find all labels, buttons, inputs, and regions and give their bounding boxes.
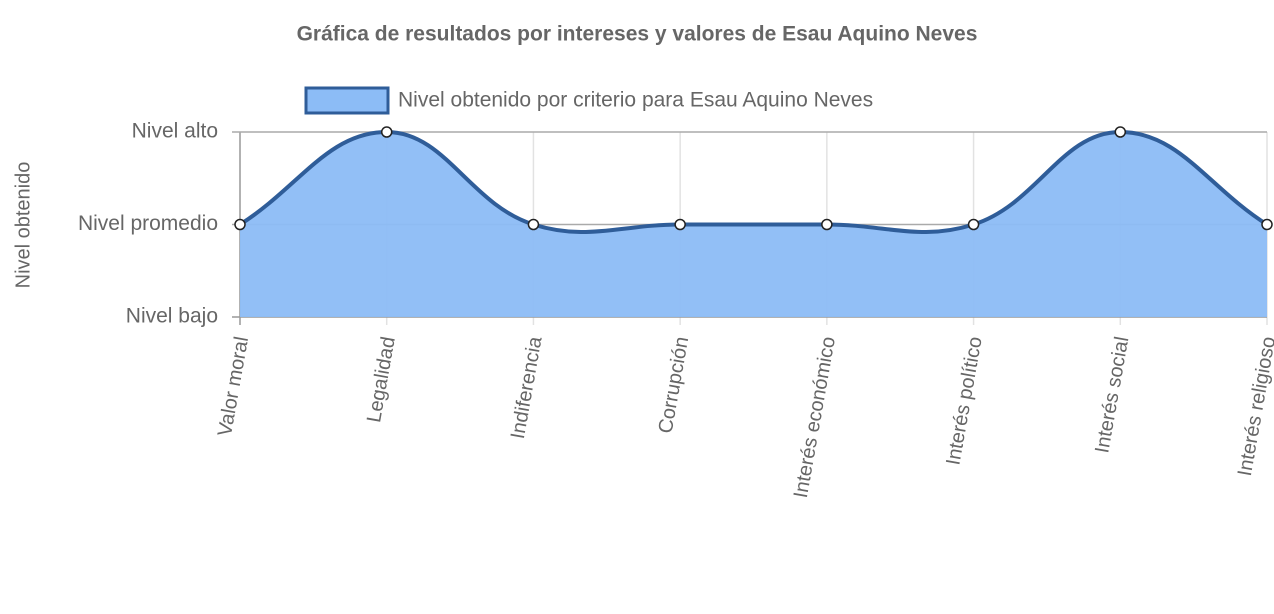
x-tick-label: Legalidad bbox=[363, 335, 400, 424]
chart-title: Gráfica de resultados por intereses y va… bbox=[297, 23, 978, 46]
legend-label: Nivel obtenido por criterio para Esau Aq… bbox=[398, 89, 873, 112]
point bbox=[1114, 126, 1127, 138]
y-tick-label: Nivel bajo bbox=[126, 305, 218, 328]
point bbox=[967, 218, 980, 231]
x-tick-label: Valor moral bbox=[214, 335, 253, 438]
y-tick-label: Nivel promedio bbox=[78, 212, 218, 235]
y-axis-title: Nivel obtenido bbox=[12, 162, 34, 289]
line bbox=[238, 129, 1269, 235]
x-tick-label: Interés social bbox=[1091, 335, 1133, 455]
y-tick-label: Nivel alto bbox=[132, 120, 218, 143]
legend-swatch bbox=[304, 86, 390, 115]
point bbox=[1261, 218, 1273, 231]
point bbox=[527, 218, 540, 231]
point bbox=[234, 218, 246, 231]
point bbox=[821, 218, 833, 231]
x-tick-label: Interés económico bbox=[790, 335, 840, 500]
x-tick-label: Interés religioso bbox=[1234, 335, 1274, 478]
point bbox=[674, 218, 686, 231]
x-tick-label: Interés político bbox=[942, 335, 986, 467]
x-tick-label: Indiferencia bbox=[507, 334, 547, 441]
point bbox=[380, 126, 393, 138]
x-tick-label: Corrupción bbox=[655, 335, 694, 435]
